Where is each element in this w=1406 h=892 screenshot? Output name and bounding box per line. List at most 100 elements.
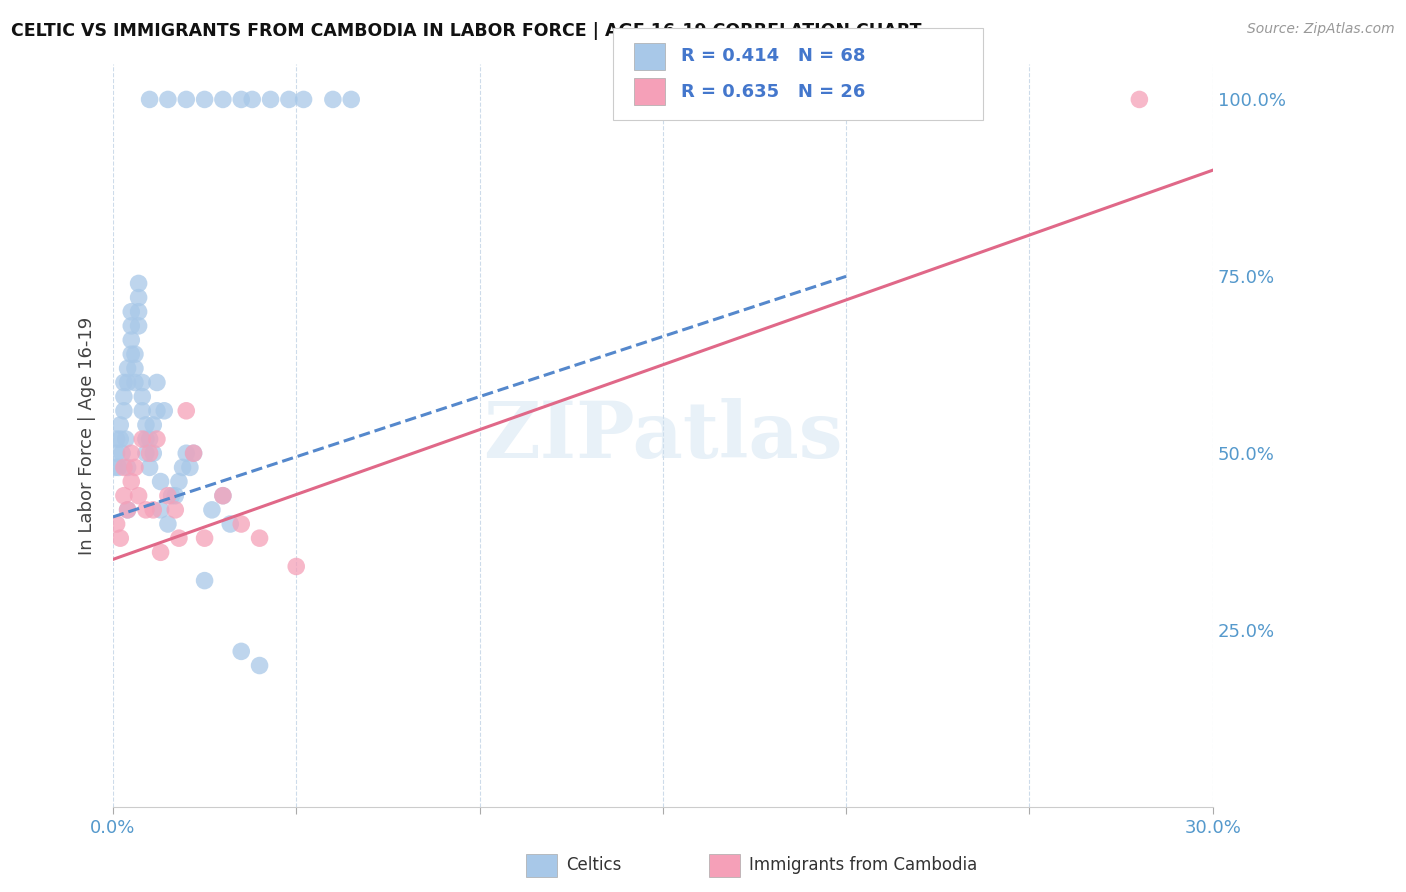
Point bbox=[249, 531, 271, 545]
Point bbox=[172, 460, 194, 475]
Point bbox=[114, 432, 136, 446]
Point bbox=[231, 516, 253, 531]
Point bbox=[174, 446, 197, 460]
Point bbox=[105, 432, 128, 446]
Point bbox=[259, 92, 281, 106]
Point bbox=[160, 489, 183, 503]
Point bbox=[135, 417, 157, 432]
Point bbox=[117, 460, 139, 475]
Point bbox=[212, 489, 235, 503]
Point bbox=[104, 460, 127, 475]
Point bbox=[285, 559, 308, 574]
Point bbox=[201, 503, 224, 517]
Point bbox=[128, 304, 150, 318]
Point bbox=[138, 446, 160, 460]
Point bbox=[131, 390, 153, 404]
Point bbox=[117, 503, 139, 517]
Point bbox=[167, 475, 190, 489]
Point bbox=[135, 446, 157, 460]
Point bbox=[156, 489, 179, 503]
Point bbox=[219, 516, 242, 531]
Point bbox=[120, 333, 142, 347]
Point bbox=[167, 531, 190, 545]
Point bbox=[156, 516, 179, 531]
Point bbox=[112, 390, 135, 404]
Text: CELTIC VS IMMIGRANTS FROM CAMBODIA IN LABOR FORCE | AGE 16-19 CORRELATION CHART: CELTIC VS IMMIGRANTS FROM CAMBODIA IN LA… bbox=[11, 22, 922, 40]
Point bbox=[128, 489, 150, 503]
Point bbox=[277, 92, 299, 106]
Text: R = 0.635   N = 26: R = 0.635 N = 26 bbox=[681, 83, 865, 101]
Point bbox=[249, 658, 271, 673]
Point bbox=[945, 92, 967, 106]
Point bbox=[135, 432, 157, 446]
Point bbox=[128, 318, 150, 333]
Text: Immigrants from Cambodia: Immigrants from Cambodia bbox=[749, 856, 977, 874]
Point bbox=[194, 531, 217, 545]
Point bbox=[120, 318, 142, 333]
Point bbox=[110, 432, 132, 446]
Point bbox=[142, 417, 165, 432]
Point bbox=[131, 404, 153, 418]
Point bbox=[105, 446, 128, 460]
Point bbox=[174, 92, 197, 106]
Point bbox=[105, 516, 128, 531]
Point bbox=[292, 92, 315, 106]
Point bbox=[112, 460, 135, 475]
Point bbox=[156, 92, 179, 106]
Point bbox=[128, 277, 150, 291]
Point bbox=[146, 376, 169, 390]
Point bbox=[138, 92, 160, 106]
Text: R = 0.414   N = 68: R = 0.414 N = 68 bbox=[681, 47, 865, 65]
Point bbox=[179, 460, 201, 475]
Point bbox=[149, 503, 172, 517]
Point bbox=[142, 446, 165, 460]
Point bbox=[124, 361, 146, 376]
Text: Source: ZipAtlas.com: Source: ZipAtlas.com bbox=[1247, 22, 1395, 37]
Point bbox=[120, 475, 142, 489]
Point bbox=[128, 291, 150, 305]
Point bbox=[112, 376, 135, 390]
Point bbox=[231, 644, 253, 658]
Point bbox=[138, 432, 160, 446]
Point bbox=[131, 432, 153, 446]
Point bbox=[322, 92, 344, 106]
Point bbox=[142, 503, 165, 517]
Point bbox=[340, 92, 363, 106]
Point bbox=[165, 503, 187, 517]
Point bbox=[174, 404, 197, 418]
Point bbox=[194, 574, 217, 588]
Point bbox=[146, 404, 169, 418]
Point bbox=[212, 489, 235, 503]
Point bbox=[107, 460, 129, 475]
Point bbox=[117, 376, 139, 390]
Point bbox=[183, 446, 205, 460]
Point bbox=[194, 92, 217, 106]
Point bbox=[117, 361, 139, 376]
Point bbox=[1128, 92, 1150, 106]
Point bbox=[112, 489, 135, 503]
Text: Celtics: Celtics bbox=[567, 856, 621, 874]
Point bbox=[146, 432, 169, 446]
Point bbox=[112, 404, 135, 418]
Point bbox=[111, 446, 134, 460]
Text: ZIPatlas: ZIPatlas bbox=[484, 398, 842, 474]
Point bbox=[138, 460, 160, 475]
Point bbox=[120, 446, 142, 460]
Point bbox=[110, 417, 132, 432]
Point bbox=[212, 92, 235, 106]
Y-axis label: In Labor Force | Age 16-19: In Labor Force | Age 16-19 bbox=[79, 317, 96, 555]
Point bbox=[149, 545, 172, 559]
Point bbox=[124, 376, 146, 390]
Point bbox=[135, 503, 157, 517]
Point bbox=[120, 304, 142, 318]
Point bbox=[131, 376, 153, 390]
Point bbox=[165, 489, 187, 503]
Point bbox=[124, 347, 146, 361]
Point bbox=[149, 475, 172, 489]
Point bbox=[124, 460, 146, 475]
Point bbox=[110, 531, 132, 545]
Point bbox=[231, 92, 253, 106]
Point bbox=[240, 92, 263, 106]
Point bbox=[120, 347, 142, 361]
Point bbox=[117, 503, 139, 517]
